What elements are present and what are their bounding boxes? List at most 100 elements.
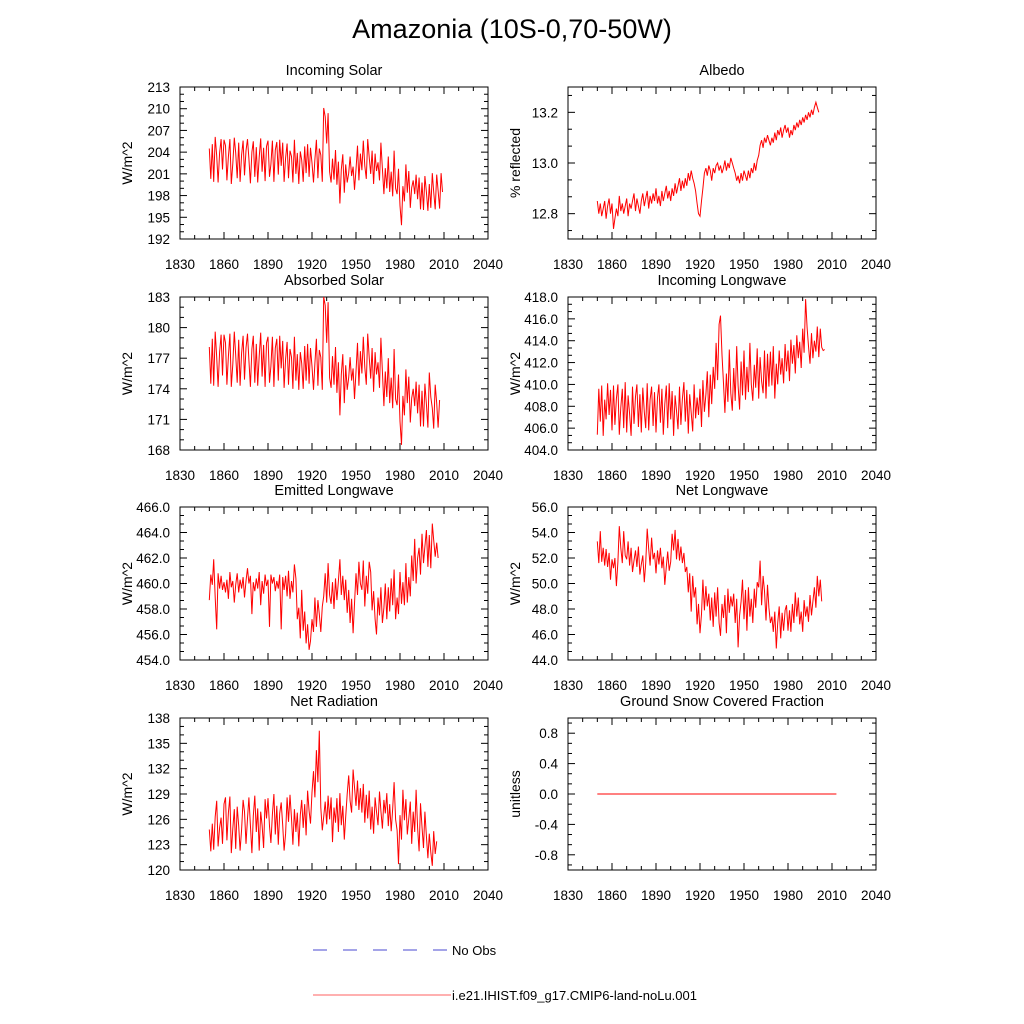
x-tick-label: 1890 [253,678,283,693]
x-tick-label: 1860 [597,678,627,693]
panel-incoming-longwave: Incoming Longwave 1830 1860 1890 1920 1950 198… [507,273,891,483]
y-tick-label: -0.8 [535,848,558,863]
plot-frame [179,296,489,451]
x-tick-label: 2040 [473,678,503,693]
plot-frame [567,86,877,240]
y-tick-label: 418.0 [524,290,558,305]
y-tick-label: 120 [147,863,170,878]
x-tick-label: 1920 [685,468,715,483]
x-tick-label: 1860 [597,468,627,483]
y-tick-label: 464.0 [136,526,170,541]
panel-title: Incoming Longwave [658,273,787,289]
x-tick-label: 1920 [297,257,327,272]
x-tick-label: 1920 [297,888,327,903]
x-tick-label: 1980 [385,888,415,903]
y-tick-label: 0.8 [539,726,558,741]
y-tick-label: 0.4 [539,757,558,772]
x-tick-label: 1950 [341,888,371,903]
y-tick-label: 54.0 [532,526,558,541]
x-tick-label: 1950 [729,468,759,483]
x-tick-label: 1890 [253,257,283,272]
x-tick-label: 1830 [165,678,195,693]
y-axis-label: unitless [507,770,523,817]
y-tick-label: 13.2 [532,105,558,120]
series-line [208,523,439,650]
y-axis-label: % reflected [507,128,523,198]
x-tick-label: 2010 [429,678,459,693]
x-tick-label: 1860 [209,678,239,693]
x-tick-label: 1980 [385,468,415,483]
y-tick-label: 126 [147,812,170,827]
y-tick-label: 123 [147,838,170,853]
x-tick-label: 1920 [685,888,715,903]
y-tick-label: 44.0 [532,653,558,668]
panels-group: Incoming Solar 1830 1860 1890 1920 1950 1980 20… [119,63,891,903]
y-tick-label: 177 [147,351,170,366]
y-tick-label: 135 [147,736,170,751]
y-tick-label: 183 [147,290,170,305]
x-tick-label: 2040 [861,468,891,483]
panel-title: Absorbed Solar [284,273,384,289]
panel-title: Albedo [699,63,744,79]
x-tick-label: 2010 [429,468,459,483]
x-tick-label: 1980 [773,468,803,483]
y-tick-label: 460.0 [136,577,170,592]
y-tick-label: 174 [147,382,170,397]
x-tick-label: 1830 [165,468,195,483]
panel-title: Emitted Longwave [274,483,393,499]
y-tick-label: 408.0 [524,399,558,414]
y-tick-label: 454.0 [136,653,170,668]
panel-emitted-longwave: Emitted Longwave 1830 1860 1890 1920 1950 1980… [119,483,503,693]
panel-net-longwave: Net Longwave 1830 1860 1890 1920 1950 1980 2010… [507,483,891,693]
panel-incoming-solar: Incoming Solar 1830 1860 1890 1920 1950 1980 20… [119,63,503,272]
series-line [596,100,820,229]
x-tick-label: 1860 [209,468,239,483]
x-tick-label: 2040 [861,678,891,693]
y-tick-label: 48.0 [532,602,558,617]
x-tick-label: 2010 [817,888,847,903]
y-tick-label: 13.0 [532,156,558,171]
x-tick-label: 2010 [817,468,847,483]
y-tick-label: 456.0 [136,628,170,643]
x-tick-label: 1830 [165,257,195,272]
x-tick-label: 1920 [685,678,715,693]
x-tick-label: 2040 [473,257,503,272]
y-tick-label: 50.0 [532,577,558,592]
x-tick-label: 1830 [553,257,583,272]
x-tick-label: 1980 [385,257,415,272]
y-tick-label: 207 [147,123,170,138]
x-tick-label: 1980 [773,888,803,903]
y-tick-label: 466.0 [136,500,170,515]
y-tick-label: 414.0 [524,334,558,349]
x-tick-label: 1860 [597,257,627,272]
y-tick-label: 138 [147,711,170,726]
x-tick-label: 2040 [473,888,503,903]
x-tick-label: 1830 [553,888,583,903]
x-tick-label: 1950 [341,257,371,272]
y-tick-label: 132 [147,762,170,777]
x-tick-label: 1890 [641,257,671,272]
panel-ground-snow-covered-fraction: Ground Snow Covered Fraction 1830 1860 1890… [507,694,891,903]
x-tick-label: 2010 [429,888,459,903]
y-tick-label: 462.0 [136,551,170,566]
y-axis-label: W/m^2 [507,562,523,605]
panel-title: Net Radiation [290,694,378,710]
x-tick-label: 1950 [729,888,759,903]
plot-frame [567,296,877,451]
y-tick-label: 129 [147,787,170,802]
y-tick-label: 46.0 [532,628,558,643]
plot-frame [179,86,489,240]
plot-frame [179,717,489,871]
y-tick-label: 416.0 [524,312,558,327]
y-tick-label: 56.0 [532,500,558,515]
x-tick-label: 1920 [685,257,715,272]
panel-title: Incoming Solar [286,63,383,79]
legend-label-no-obs: No Obs [452,943,497,958]
plot-frame [567,506,877,661]
y-tick-label: 198 [147,189,170,204]
y-axis-label: W/m^2 [119,141,135,184]
series-line [208,107,443,226]
y-tick-label: 204 [147,145,170,160]
y-tick-label: 168 [147,443,170,458]
